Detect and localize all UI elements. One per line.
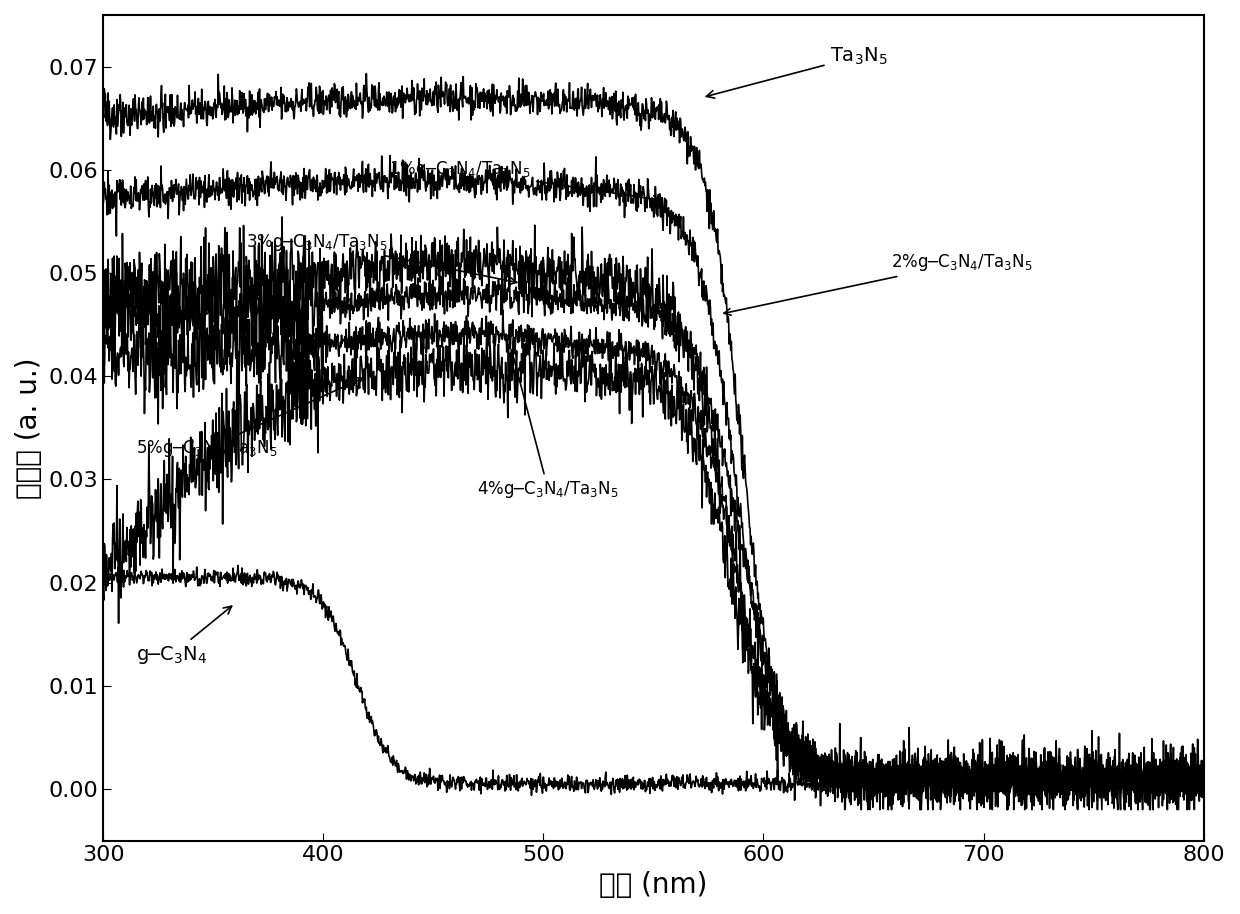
Text: $\mathrm{4\%g\!\!-\!\!C_3N_4/Ta_3N_5}$: $\mathrm{4\%g\!\!-\!\!C_3N_4/Ta_3N_5}$ bbox=[477, 350, 619, 500]
Text: $\mathrm{Ta_3N_5}$: $\mathrm{Ta_3N_5}$ bbox=[707, 46, 887, 98]
Text: $\mathrm{1\%g\!\!-\!\!C_3N_4/Ta_3N_5}$: $\mathrm{1\%g\!\!-\!\!C_3N_4/Ta_3N_5}$ bbox=[389, 159, 660, 202]
Y-axis label: 吸光度 (a. u.): 吸光度 (a. u.) bbox=[15, 357, 43, 498]
Text: $\mathrm{g\!\!-\!\!C_3N_4}$: $\mathrm{g\!\!-\!\!C_3N_4}$ bbox=[136, 606, 232, 665]
Text: $\mathrm{2\%g\!\!-\!\!C_3N_4/Ta_3N_5}$: $\mathrm{2\%g\!\!-\!\!C_3N_4/Ta_3N_5}$ bbox=[724, 252, 1033, 315]
Text: $\mathrm{3\%g\!\!-\!\!C_3N_4/Ta_3N_5}$: $\mathrm{3\%g\!\!-\!\!C_3N_4/Ta_3N_5}$ bbox=[247, 231, 517, 284]
X-axis label: 波长 (nm): 波长 (nm) bbox=[599, 871, 708, 899]
Text: $\mathrm{5\%g\!\!-\!\!C_3N_4/Ta_3N_5}$: $\mathrm{5\%g\!\!-\!\!C_3N_4/Ta_3N_5}$ bbox=[136, 377, 363, 459]
